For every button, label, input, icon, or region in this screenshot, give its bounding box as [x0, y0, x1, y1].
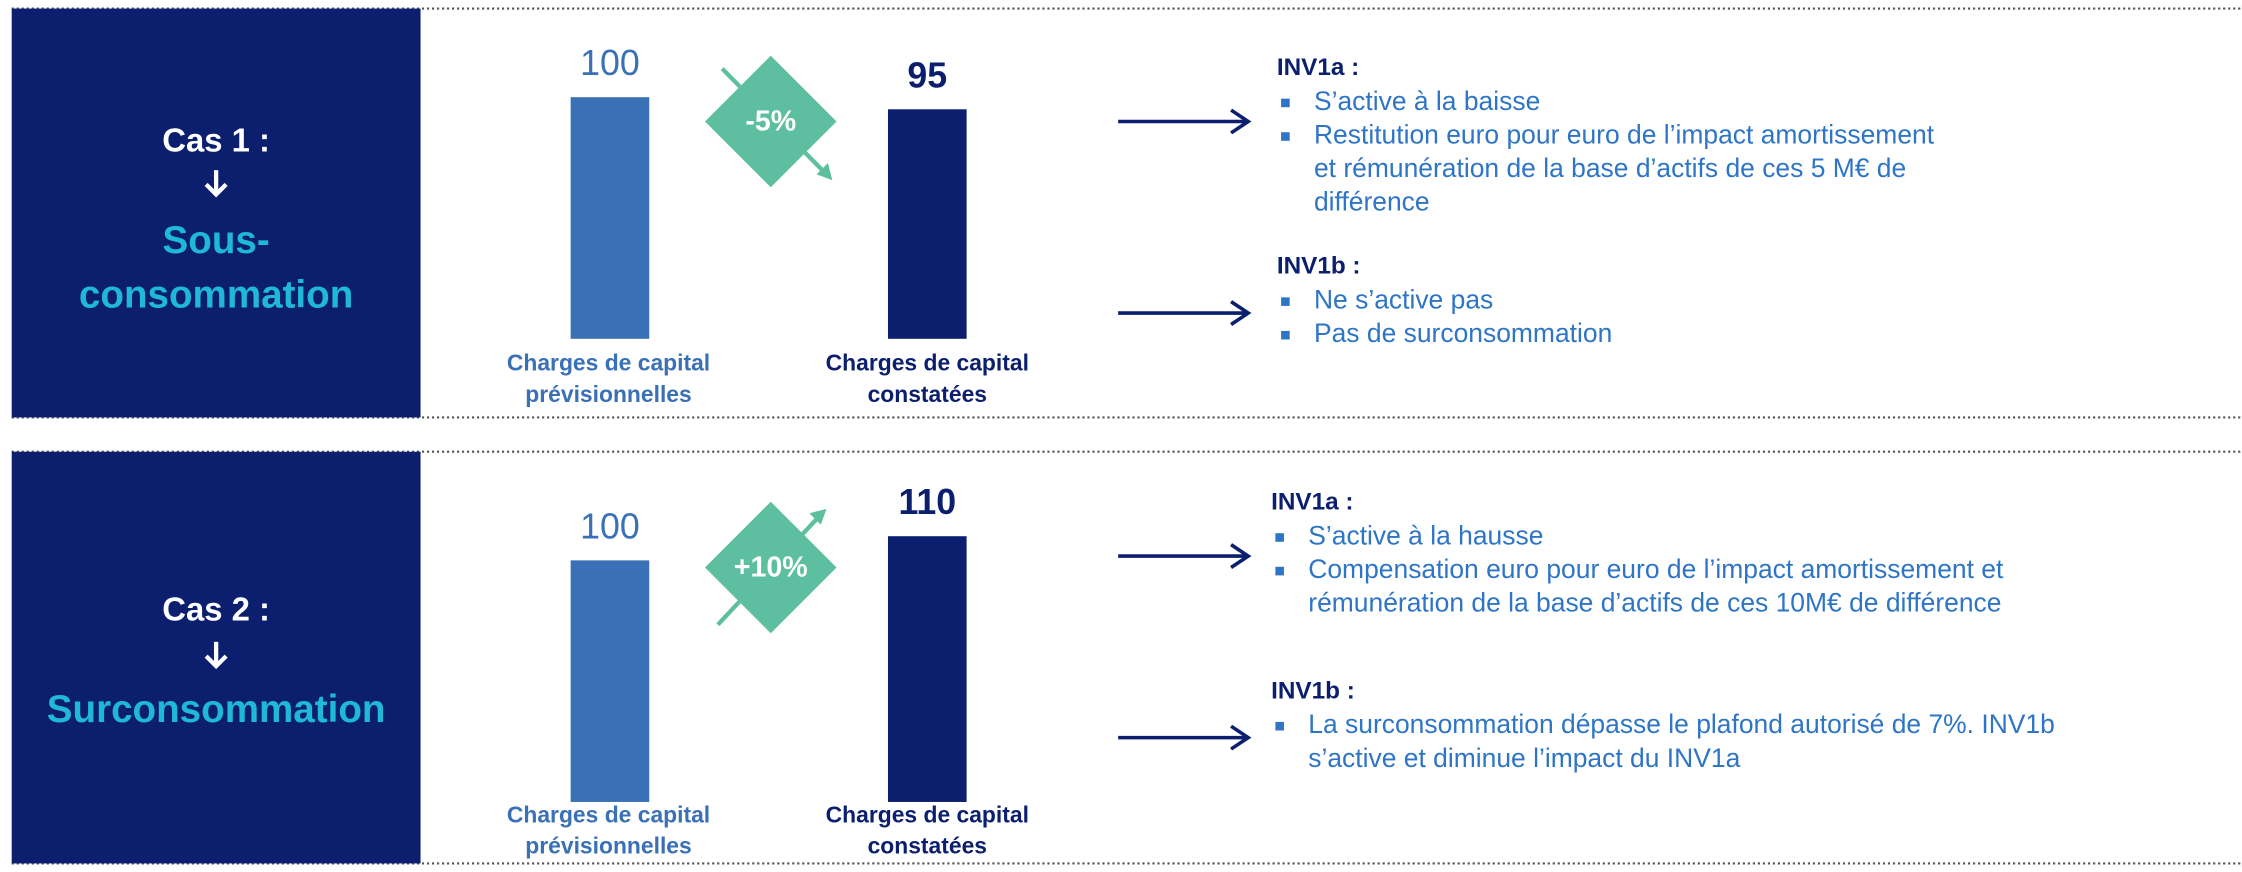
section-heading: INV1a : [1271, 489, 1353, 516]
case-title: Cas 2 : [162, 591, 270, 628]
bullet-text: S’active à la hausse [1308, 520, 1543, 550]
down-arrow [204, 641, 228, 670]
case-title: Cas 1 : [162, 122, 270, 159]
pointer-arrow [1118, 108, 1252, 135]
bar-value: 110 [898, 482, 956, 522]
case-panel [11, 8, 421, 418]
section-heading: INV1b : [1277, 253, 1361, 280]
bar-value: 100 [580, 43, 640, 83]
pointer-arrow [1118, 543, 1252, 570]
case-subtitle: Sous- [163, 219, 270, 262]
bullet [1275, 566, 1284, 576]
bar-label: constatées [868, 381, 987, 407]
bar-label: Charges de capital [826, 801, 1029, 827]
bullet [1281, 297, 1290, 306]
section-heading: INV1a : [1277, 54, 1359, 81]
bar-label: Charges de capital [826, 350, 1029, 376]
pointer-arrow [1118, 724, 1252, 751]
case-subtitle: Surconsommation [47, 688, 386, 731]
bullet-text: rémunération de la base d’actifs de ces … [1308, 588, 2001, 618]
bar [887, 536, 967, 802]
bullet-text: Restitution euro pour euro de l’impact a… [1314, 120, 1935, 150]
bar-label: prévisionnelles [525, 833, 691, 859]
bullet-text: Pas de surconsommation [1314, 318, 1612, 348]
section-heading: INV1b : [1271, 677, 1355, 704]
change-label: +10% [734, 551, 808, 583]
case-subtitle: consommation [79, 274, 353, 317]
bar [887, 109, 967, 339]
bullet [1275, 721, 1284, 731]
down-arrow [204, 170, 228, 198]
bar-label: Charges de capital [507, 350, 710, 376]
bar [570, 97, 650, 339]
bar-value: 95 [907, 55, 947, 95]
bullet-text: Ne s’active pas [1314, 285, 1493, 315]
bullet [1275, 533, 1284, 542]
bar-label: prévisionnelles [525, 381, 691, 407]
bullet [1281, 132, 1290, 141]
bar-value: 100 [580, 506, 640, 546]
bar [570, 560, 650, 802]
bullet-text: et rémunération de la base d’actifs de c… [1314, 153, 1906, 183]
change-diamond [705, 501, 837, 634]
bar-label: constatées [868, 833, 987, 859]
bullet-text: s’active et diminue l’impact du INV1a [1308, 743, 1740, 773]
bullet [1281, 330, 1290, 340]
bullet-text: S’active à la baisse [1314, 86, 1540, 116]
bullet [1281, 98, 1290, 108]
bullet-text: différence [1314, 187, 1430, 217]
pointer-arrow [1118, 300, 1252, 326]
trend-arrowhead [816, 162, 833, 181]
change-diamond [705, 55, 837, 188]
bullet-text: La surconsommation dépasse le plafond au… [1308, 709, 2055, 739]
trend-arrowhead [809, 508, 827, 525]
change-label: -5% [745, 105, 796, 137]
bullet-text: Compensation euro pour euro de l’impact … [1308, 554, 2004, 584]
bar-label: Charges de capital [507, 801, 710, 827]
